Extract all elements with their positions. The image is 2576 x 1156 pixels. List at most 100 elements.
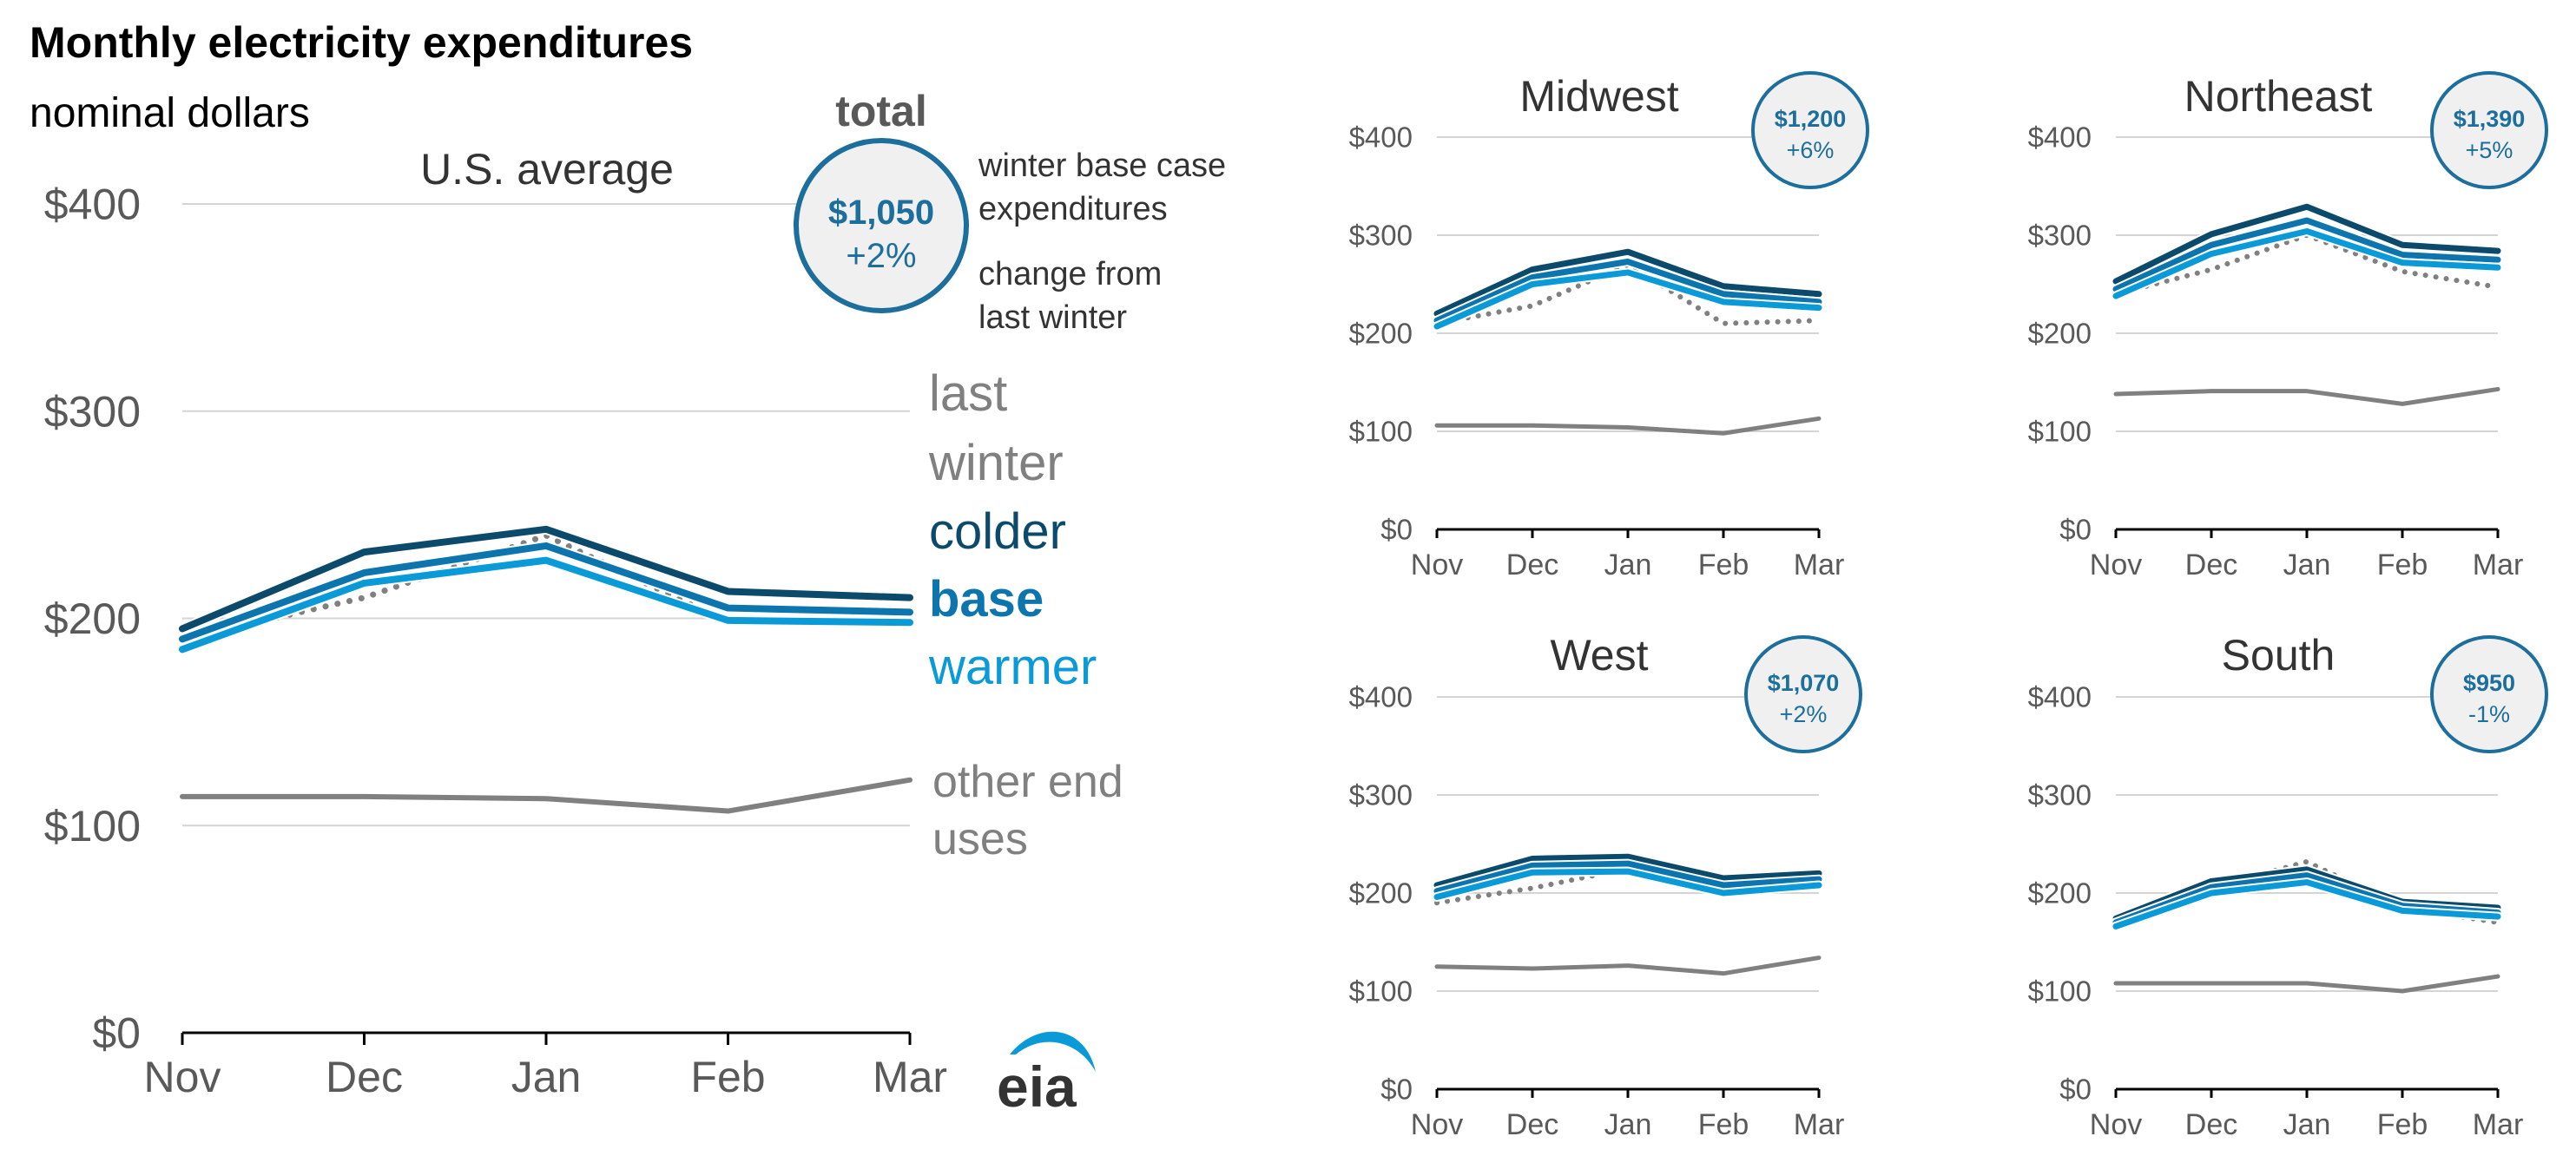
x-tick-label: Jan [1604, 1108, 1652, 1141]
panel-title: Midwest [1519, 72, 1678, 121]
badge-circle [1744, 635, 1862, 753]
y-tick-label: $400 [44, 181, 141, 229]
legend-other-line: other end [932, 757, 1123, 807]
panel-title: West [1551, 631, 1649, 680]
eia-logo: eia [997, 1031, 1096, 1119]
y-tick-label: $300 [2028, 779, 2092, 811]
x-tick-label: Mar [2473, 1108, 2524, 1141]
series-line-base [179, 542, 913, 643]
x-tick-label: Jan [2283, 1108, 2331, 1141]
legend-change-desc-line: last winter [978, 299, 1127, 336]
logo-swoosh [1010, 1031, 1096, 1072]
y-tick-label: $400 [2028, 681, 2092, 713]
legend-other: other end uses [932, 757, 1123, 864]
y-tick-label: $100 [44, 802, 141, 851]
panel-west: $0 $100 $200 $300 $400 Nov Dec Jan Feb Mar West $1,… [1349, 631, 1862, 1141]
series-line-base [2112, 217, 2501, 292]
x-tick-label: Mar [2473, 548, 2524, 581]
series-line-warmer [179, 556, 913, 654]
badge-amount: $1,390 [2454, 106, 2526, 132]
y-tick-label: $0 [2059, 1074, 2092, 1106]
badge-circle [2430, 71, 2548, 189]
y-tick-label: $100 [2028, 416, 2092, 448]
legend-last-winter-line: last [929, 365, 1007, 422]
y-tick-label: $300 [44, 387, 141, 436]
panel-us: $0 $100 $200 $300 $400 Nov Dec Jan Feb Mar U.S. av… [44, 138, 969, 1101]
legend-base: base [929, 571, 1044, 627]
badge-change: +2% [846, 237, 916, 275]
series-line-other [2113, 974, 2500, 994]
x-tick-label: Feb [2377, 548, 2428, 581]
y-tick-label: $200 [2028, 877, 2092, 910]
x-tick-label: Feb [690, 1053, 765, 1101]
legend-change-desc: change from last winter [978, 256, 1162, 336]
y-tick-label: $200 [44, 594, 141, 643]
y-tick-label: $200 [1349, 318, 1413, 350]
y-tick-label: $100 [1349, 416, 1413, 448]
legend-warmer: warmer [928, 639, 1097, 695]
series-line-last-winter [179, 532, 913, 642]
x-tick-label: Nov [144, 1053, 221, 1101]
logo-text: eia [997, 1054, 1077, 1119]
series-line-colder [1433, 248, 1822, 317]
legend-change-desc-line: change from [978, 256, 1162, 292]
series-line-warmer [1433, 868, 1822, 901]
badge-amount: $1,050 [828, 194, 934, 232]
series-line-warmer [2112, 879, 2501, 929]
badge-amount: $1,200 [1775, 106, 1847, 132]
y-tick-label: $0 [1380, 514, 1413, 546]
chart-panels: $0 $100 $200 $300 $400 Nov Dec Jan Feb Mar U.S. av… [44, 71, 2548, 1141]
y-tick-label: $200 [1349, 877, 1413, 910]
series-line-warmer [1433, 269, 1822, 330]
panel-northeast: $0 $100 $200 $300 $400 Nov Dec Jan Feb Mar Northea… [2028, 71, 2548, 581]
x-tick-label: Feb [1698, 1108, 1749, 1141]
x-tick-label: Feb [2377, 1108, 2428, 1141]
badge-change: -1% [2468, 701, 2510, 727]
legend-total-desc: winter base case expenditures [978, 148, 1226, 227]
y-tick-label: $100 [2028, 975, 2092, 1008]
badge-change: +2% [1780, 701, 1828, 727]
series-line-other [1434, 956, 1822, 976]
chart-subtitle: nominal dollars [30, 90, 310, 136]
panel-south: $0 $100 $200 $300 $400 Nov Dec Jan Feb Mar South $9… [2028, 631, 2548, 1141]
series-line-other [1434, 416, 1822, 436]
x-tick-label: Jan [1604, 548, 1652, 581]
x-tick-label: Dec [2185, 1108, 2237, 1141]
legend-total-desc-line: winter base case [978, 148, 1226, 184]
badge-amount: $1,070 [1768, 670, 1840, 696]
badge-circle [2430, 635, 2548, 753]
legend-other-line: uses [932, 814, 1028, 864]
x-tick-label: Mar [1794, 548, 1845, 581]
panel-title: U.S. average [420, 145, 674, 194]
panel-midwest: $0 $100 $200 $300 $400 Nov Dec Jan Feb Mar Midwest… [1349, 71, 1869, 581]
chart-legend: total winter base case expenditures change … [835, 87, 1226, 864]
y-tick-label: $300 [1349, 779, 1413, 811]
y-tick-label: $400 [1349, 122, 1413, 154]
x-tick-label: Nov [1411, 548, 1463, 581]
x-tick-label: Mar [1794, 1108, 1845, 1141]
legend-last-winter-line: winter [928, 435, 1064, 491]
x-tick-label: Nov [2090, 548, 2142, 581]
y-tick-label: $100 [1349, 975, 1413, 1008]
x-tick-label: Dec [2185, 548, 2237, 581]
y-tick-label: $200 [2028, 318, 2092, 350]
x-tick-label: Jan [2283, 548, 2331, 581]
series-line-base [1433, 860, 1822, 895]
y-tick-label: $0 [2059, 514, 2092, 546]
x-tick-label: Nov [2090, 1108, 2142, 1141]
panel-title: South [2222, 631, 2336, 680]
y-tick-label: $300 [1349, 220, 1413, 252]
series-line-warmer [2112, 227, 2501, 299]
badge-change: +5% [2466, 137, 2513, 163]
series-line-colder [2112, 203, 2501, 285]
badge-amount: $950 [2463, 670, 2515, 696]
legend-last-winter: last winter [928, 365, 1064, 491]
chart-title: Monthly electricity expenditures [30, 18, 693, 67]
x-tick-label: Nov [1411, 1108, 1463, 1141]
panel-title: Northeast [2184, 72, 2373, 121]
y-tick-label: $300 [2028, 220, 2092, 252]
y-tick-label: $0 [1380, 1074, 1413, 1106]
badge-circle [794, 138, 969, 313]
y-tick-label: $0 [92, 1009, 141, 1058]
